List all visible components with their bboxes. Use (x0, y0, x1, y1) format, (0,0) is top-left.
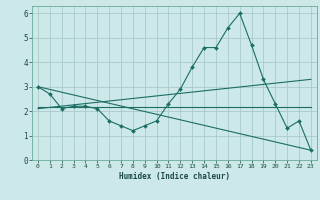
X-axis label: Humidex (Indice chaleur): Humidex (Indice chaleur) (119, 172, 230, 181)
